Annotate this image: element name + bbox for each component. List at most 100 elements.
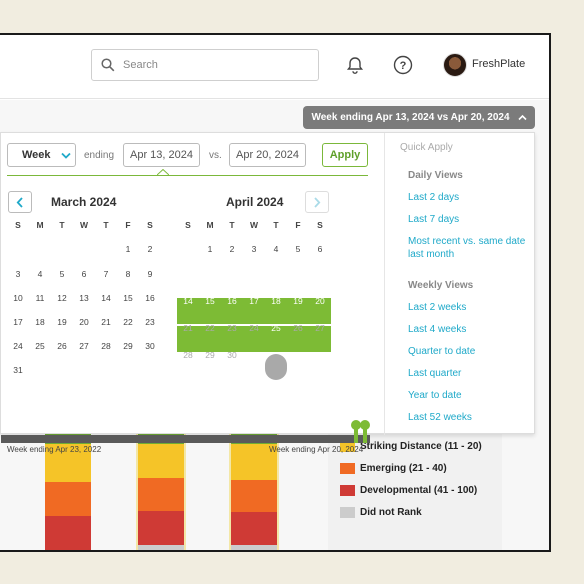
quick-item-last-2-days[interactable]: Last 2 days (408, 192, 460, 203)
calendar-day[interactable]: 13 (79, 293, 89, 303)
start-date-input[interactable]: Apr 13, 2024 (123, 143, 200, 167)
apply-button[interactable]: Apply (322, 143, 368, 167)
bell-icon[interactable] (344, 54, 366, 76)
period-select[interactable]: Week (7, 143, 76, 167)
calendar-day[interactable]: 17 (249, 296, 259, 306)
next-month-button[interactable] (305, 191, 329, 213)
calendar-day[interactable]: 9 (229, 269, 235, 279)
calendar-day[interactable]: 8 (207, 269, 213, 279)
calendar-day[interactable]: 19 (293, 296, 303, 306)
calendar-day[interactable]: 1 (125, 244, 131, 254)
calendar-day[interactable]: 21 (183, 323, 193, 333)
calendar-day[interactable]: 5 (59, 269, 65, 279)
calendar-day[interactable]: 20 (79, 317, 89, 327)
user-name[interactable]: FreshPlate (472, 58, 526, 70)
calendar-day[interactable]: 5 (295, 244, 301, 254)
weekday-header: S (317, 220, 323, 230)
calendar-day[interactable]: 4 (37, 269, 43, 279)
calendar-day[interactable]: 23 (145, 317, 155, 327)
calendar-day[interactable]: 12 (57, 293, 67, 303)
calendar-day[interactable]: 31 (13, 365, 23, 375)
end-date-input[interactable]: Apr 20, 2024 (229, 143, 306, 167)
calendar-day[interactable]: 22 (123, 317, 133, 327)
calendar-day[interactable]: 11 (271, 269, 281, 279)
caret-icon (157, 169, 169, 176)
calendar-day[interactable]: 27 (79, 341, 89, 351)
legend-item: Striking Distance (11 - 20) (340, 441, 482, 452)
calendar-day[interactable]: 28 (101, 341, 111, 351)
calendar-day[interactable]: 25 (35, 341, 45, 351)
prev-month-button[interactable] (8, 191, 32, 213)
calendar-day[interactable]: 3 (15, 269, 21, 279)
selected-week-band (177, 326, 331, 352)
chevron-right-icon (314, 196, 321, 208)
search-placeholder: Search (123, 59, 158, 71)
calendar-day[interactable]: 18 (35, 317, 45, 327)
weekday-header: S (147, 220, 153, 230)
calendar-day[interactable]: 14 (183, 296, 193, 306)
calendar-day[interactable]: 14 (101, 293, 111, 303)
calendar-day[interactable]: 11 (35, 293, 45, 303)
calendar-day[interactable]: 16 (227, 296, 237, 306)
calendar-day[interactable]: 29 (205, 350, 215, 360)
calendar-day[interactable]: 19 (57, 317, 67, 327)
quick-item-last-7-days[interactable]: Last 7 days (408, 214, 460, 225)
avatar[interactable] (443, 53, 467, 77)
calendar-day[interactable]: 7 (185, 269, 191, 279)
search-input[interactable]: Search (91, 49, 319, 81)
quick-item-last-quarter[interactable]: Last quarter (408, 368, 462, 379)
date-range-toggle[interactable]: Week ending Apr 13, 2024 vs Apr 20, 2024 (303, 106, 535, 129)
quick-item-last-4-weeks[interactable]: Last 4 weeks (408, 324, 467, 335)
calendar-day[interactable]: 22 (205, 323, 215, 333)
calendar-day[interactable]: 28 (183, 350, 193, 360)
right-month-title: April 2024 (226, 195, 284, 209)
calendar-day[interactable]: 1 (207, 244, 213, 254)
calendar-day[interactable]: 18 (271, 296, 281, 306)
calendar-day[interactable]: 4 (273, 244, 279, 254)
calendar-day[interactable]: 24 (249, 323, 259, 333)
calendar-day[interactable]: 3 (251, 244, 257, 254)
weekday-header: T (229, 220, 235, 230)
calendar-day[interactable]: 9 (147, 269, 153, 279)
calendar-day[interactable]: 25 (271, 323, 281, 333)
calendar-day[interactable]: 7 (103, 269, 109, 279)
calendar-day[interactable]: 13 (315, 269, 325, 279)
calendar-day[interactable]: 15 (205, 296, 215, 306)
quick-apply-panel: Quick Apply Daily Views Last 2 days Last… (384, 133, 536, 435)
calendar-day[interactable]: 8 (125, 269, 131, 279)
calendar-day[interactable]: 16 (145, 293, 155, 303)
calendar-day[interactable]: 15 (123, 293, 133, 303)
today-marker (265, 354, 287, 380)
calendar-day[interactable]: 10 (249, 269, 259, 279)
date-range-slider[interactable] (1, 435, 370, 443)
weekday-header: T (273, 220, 279, 230)
calendar-day[interactable]: 6 (81, 269, 87, 279)
calendar-day[interactable]: 26 (57, 341, 67, 351)
calendar-day[interactable]: 12 (293, 269, 303, 279)
calendar-day[interactable]: 26 (293, 323, 303, 333)
calendar-day[interactable]: 27 (315, 323, 325, 333)
calendar-day[interactable]: 23 (227, 323, 237, 333)
calendar-day[interactable]: 17 (13, 317, 23, 327)
quick-item-last-2-weeks[interactable]: Last 2 weeks (408, 302, 467, 313)
quick-item-quarter-to-date[interactable]: Quarter to date (408, 346, 476, 357)
quick-item-year-to-date[interactable]: Year to date (408, 390, 462, 401)
calendar-day[interactable]: 30 (145, 341, 155, 351)
slider-handle-icon[interactable] (350, 419, 372, 445)
calendar-day[interactable]: 20 (315, 296, 325, 306)
top-bar: Search ? FreshPlate (0, 35, 549, 99)
calendar-day[interactable]: 2 (229, 244, 235, 254)
weekday-header: F (125, 220, 131, 230)
calendar-day[interactable]: 29 (123, 341, 133, 351)
calendar-day[interactable]: 6 (317, 244, 323, 254)
calendar-day[interactable]: 24 (13, 341, 23, 351)
quick-item-most-recent[interactable]: Most recent vs. same date last month (408, 236, 526, 260)
calendar-day[interactable]: 10 (13, 293, 23, 303)
chevron-down-icon (60, 152, 71, 159)
calendar-day[interactable]: 30 (227, 350, 237, 360)
quick-item-last-52-weeks[interactable]: Last 52 weeks (408, 412, 472, 423)
help-icon[interactable]: ? (392, 54, 414, 76)
calendar-day[interactable]: 21 (101, 317, 111, 327)
calendar-day[interactable]: 2 (147, 244, 153, 254)
slider-end-label: Week ending Apr 20, 2024 (269, 445, 364, 454)
